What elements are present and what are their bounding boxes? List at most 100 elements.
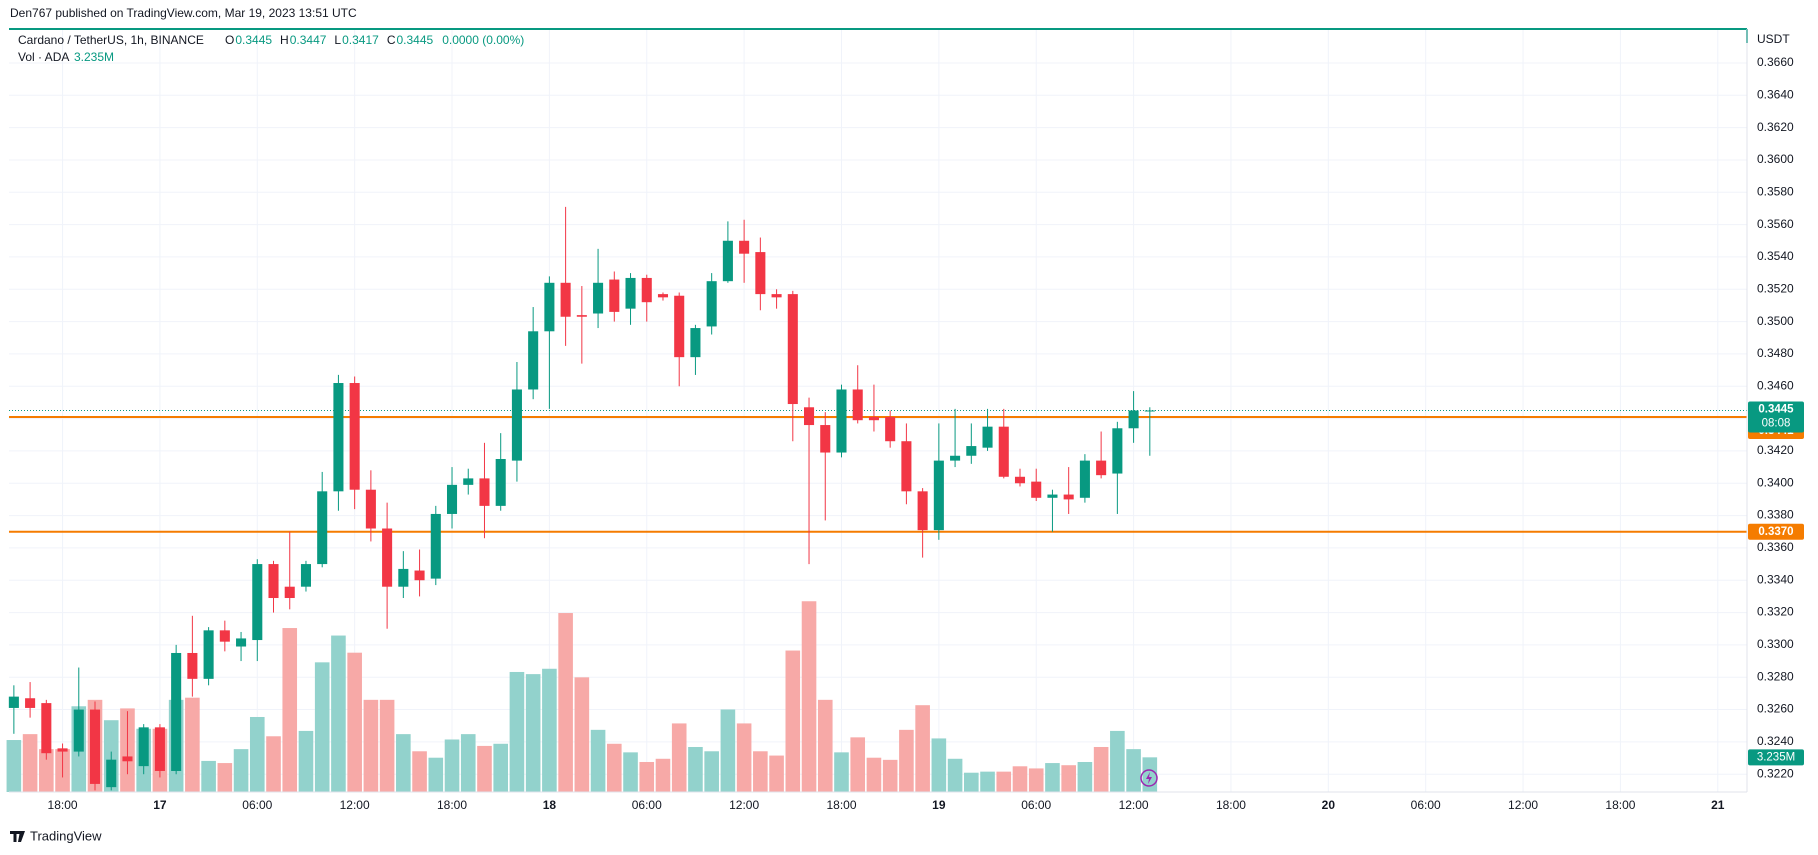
volume-bar (785, 650, 801, 792)
volume-bar (363, 699, 379, 792)
volume-bar (655, 758, 671, 792)
countdown: 08:08 (1762, 418, 1791, 430)
y-tick-label: 0.3480 (1757, 346, 1794, 360)
candle-body (398, 568, 409, 587)
candle-body (463, 478, 474, 485)
volume-bar (1077, 761, 1093, 792)
x-tick-label: 12:00 (1119, 798, 1149, 812)
volume-bar (477, 745, 492, 792)
volume-bar (460, 734, 476, 792)
candle-body (868, 416, 879, 421)
x-tick-label: 18:00 (1216, 798, 1246, 812)
y-tick-label: 0.3640 (1757, 87, 1794, 101)
y-tick-label: 0.3520 (1757, 281, 1794, 295)
volume-bar (542, 668, 557, 792)
price-label-box (1748, 523, 1804, 540)
candle-body (1031, 481, 1042, 498)
volume-bar (185, 697, 200, 792)
candle-body (901, 441, 912, 492)
y-tick-label: 0.3540 (1757, 249, 1794, 263)
candle-body (349, 383, 360, 490)
candle-body (365, 489, 376, 529)
candle-body (268, 564, 279, 599)
brand: TradingView (30, 828, 102, 843)
volume-bar (623, 752, 638, 792)
candle-body (171, 652, 182, 771)
legend-value: 0.3445 (235, 33, 272, 47)
y-tick-label: 0.3300 (1757, 637, 1794, 651)
candle-body (625, 277, 636, 309)
volume-bar (850, 737, 866, 792)
volume-bar (769, 755, 784, 792)
y-tick-label: 0.3380 (1757, 508, 1794, 522)
volume-bar (964, 772, 979, 792)
candle-body (41, 703, 52, 754)
price-label: 0.3370 (1758, 526, 1793, 538)
volume-bar (558, 613, 573, 792)
volume-bar (720, 709, 736, 792)
x-tick-label: 18 (543, 798, 557, 812)
candle-body (852, 389, 863, 421)
last-price-box (1748, 401, 1804, 433)
x-tick-label: 12:00 (340, 798, 370, 812)
volume-bar (947, 758, 963, 792)
candle-body (317, 491, 328, 565)
y-tick-label: 0.3620 (1757, 120, 1794, 134)
candle-body (950, 455, 961, 461)
x-tick-label: 12:00 (1508, 798, 1538, 812)
candle-body (706, 281, 717, 327)
legend-key: L (334, 33, 341, 47)
grid (9, 29, 1747, 792)
candle-body (1079, 460, 1090, 498)
publisher: Den767 published on TradingView.com, Mar… (10, 6, 357, 20)
x-tick-label: 06:00 (242, 798, 272, 812)
candle-body (787, 294, 798, 405)
y-tick-label: 0.3600 (1757, 152, 1794, 166)
candle-body (917, 491, 928, 531)
volume-bar (1093, 746, 1109, 792)
candle-body (722, 240, 733, 282)
volume-bar (379, 699, 395, 792)
volume-bar (1110, 730, 1125, 792)
y-tick-label: 0.3280 (1757, 669, 1794, 683)
x-tick-label: 06:00 (1411, 798, 1441, 812)
volume-bar (217, 763, 233, 792)
candle-body (138, 727, 149, 767)
y-tick-label: 0.3420 (1757, 443, 1794, 457)
candle-body (933, 460, 944, 531)
volume-bar (314, 662, 330, 792)
volume-bar (331, 635, 346, 792)
volume-bar (899, 729, 914, 792)
legend-value: 0.3447 (290, 33, 327, 47)
volume-bar (347, 652, 362, 792)
candle-body (106, 759, 117, 788)
candle-body (560, 282, 571, 317)
volume-bar (1012, 766, 1028, 792)
candle-body (1014, 476, 1026, 484)
candle-body (236, 638, 247, 647)
volume-bar (882, 759, 898, 792)
candle-body (284, 586, 295, 599)
volume-bar (834, 752, 849, 792)
volume-bar (412, 751, 427, 792)
y-tick-label: 0.3460 (1757, 378, 1794, 392)
candle-body (885, 416, 896, 442)
volume-bar (493, 743, 509, 792)
x-tick-label: 18:00 (1605, 798, 1635, 812)
symbol: Cardano / TetherUS, 1h, BINANCE (18, 33, 204, 47)
volume-bar (817, 699, 833, 792)
volume-bar (931, 738, 947, 792)
volume-bar (39, 749, 54, 792)
volume-bar (688, 746, 703, 792)
candle-body (73, 709, 84, 752)
x-tick-label: 20 (1322, 798, 1336, 812)
candle-body (966, 446, 977, 456)
candle-body (219, 630, 230, 642)
candle-body (1144, 410, 1155, 412)
candle-body (982, 426, 993, 448)
event-icon (1140, 769, 1158, 787)
x-tick-label: 06:00 (1021, 798, 1051, 812)
volume-bar (6, 740, 22, 792)
volume-label: 3.235M (1757, 751, 1795, 763)
